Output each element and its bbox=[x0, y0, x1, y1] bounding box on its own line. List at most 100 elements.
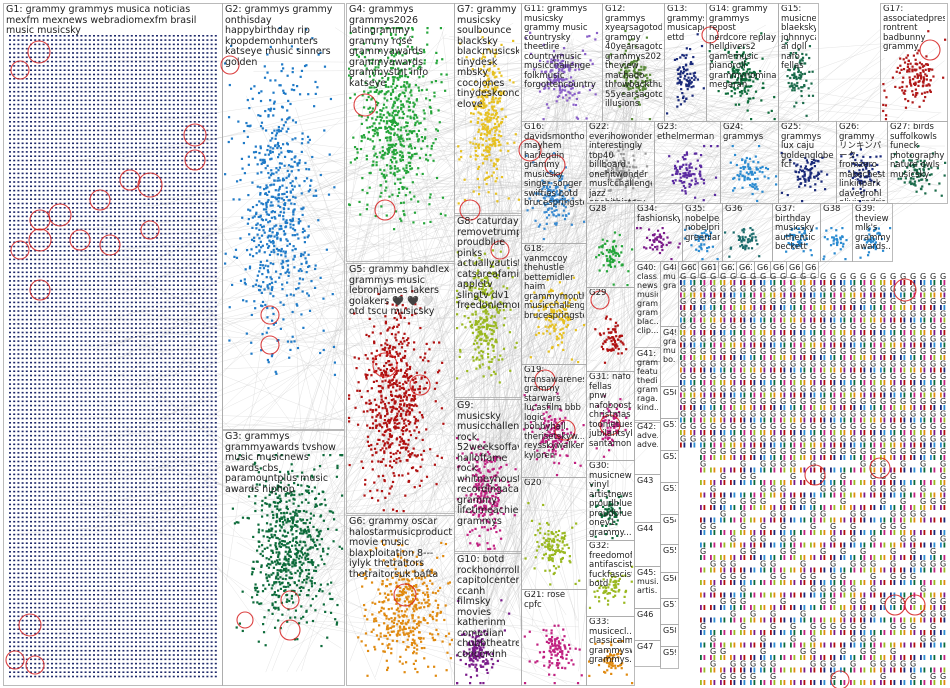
node-g1 bbox=[172, 267, 175, 269]
edge bbox=[497, 176, 669, 518]
node-g1 bbox=[88, 207, 91, 209]
node-g1 bbox=[206, 318, 209, 321]
node-g1 bbox=[172, 125, 175, 127]
node-g1 bbox=[59, 228, 62, 231]
node-g1 bbox=[147, 391, 150, 394]
node-g1 bbox=[210, 151, 213, 153]
node-g1 bbox=[55, 258, 58, 261]
node-g1 bbox=[114, 305, 116, 308]
node-g1 bbox=[168, 35, 171, 37]
node-g1 bbox=[185, 245, 188, 248]
node-g1 bbox=[185, 99, 188, 102]
node-g1 bbox=[84, 224, 87, 226]
node-g1 bbox=[198, 310, 200, 312]
edge bbox=[395, 105, 616, 161]
node-g1 bbox=[63, 353, 66, 355]
node-g1 bbox=[198, 121, 200, 123]
node-g1 bbox=[88, 129, 91, 132]
node-g1 bbox=[126, 250, 129, 252]
node-g1 bbox=[9, 207, 11, 209]
node-g1 bbox=[177, 189, 179, 192]
edge bbox=[405, 37, 806, 163]
node-g1 bbox=[177, 391, 179, 394]
node-g1 bbox=[135, 348, 137, 351]
node-g1 bbox=[25, 396, 28, 398]
node-g1 bbox=[76, 262, 79, 265]
node-g1 bbox=[189, 353, 192, 355]
edge bbox=[378, 82, 496, 294]
node-g1 bbox=[67, 151, 70, 153]
node-g1 bbox=[181, 284, 184, 286]
node-g1 bbox=[164, 327, 167, 329]
edge bbox=[498, 333, 534, 490]
node-g1 bbox=[130, 78, 133, 80]
node-g1 bbox=[122, 267, 125, 269]
node-g1 bbox=[147, 310, 150, 312]
node-g1 bbox=[76, 241, 79, 243]
node-g1 bbox=[193, 331, 196, 334]
node-g1 bbox=[38, 370, 41, 372]
node-g1 bbox=[185, 78, 188, 80]
node-g1 bbox=[101, 129, 104, 132]
node-g1 bbox=[202, 95, 205, 97]
node-g1 bbox=[109, 391, 112, 394]
node-g1 bbox=[122, 219, 125, 222]
node-g1 bbox=[214, 176, 217, 179]
node-g1 bbox=[122, 56, 125, 59]
node-g1 bbox=[30, 387, 32, 390]
node-g1 bbox=[88, 69, 91, 71]
node-g1 bbox=[139, 262, 142, 265]
node-g1 bbox=[193, 116, 196, 119]
node-g1 bbox=[51, 305, 53, 308]
node-g1 bbox=[34, 250, 37, 252]
node-g1 bbox=[72, 353, 74, 355]
node-g1 bbox=[17, 194, 20, 196]
node-g1 bbox=[101, 211, 104, 213]
node-g1 bbox=[88, 275, 91, 278]
node-g1 bbox=[147, 250, 150, 252]
node-g1 bbox=[160, 331, 163, 334]
node-g1 bbox=[42, 361, 45, 364]
edge bbox=[149, 71, 681, 208]
node-g1 bbox=[168, 108, 171, 110]
node-g1 bbox=[126, 275, 129, 278]
node-g1 bbox=[181, 336, 184, 338]
node-g1 bbox=[55, 297, 58, 299]
node-g1 bbox=[80, 241, 83, 243]
node-g1 bbox=[185, 305, 188, 308]
node-g1 bbox=[42, 391, 45, 394]
node-g1 bbox=[156, 60, 158, 63]
node-g1 bbox=[202, 189, 205, 192]
node-g1 bbox=[109, 138, 112, 140]
node-g1 bbox=[76, 215, 79, 218]
node-g1 bbox=[72, 47, 74, 50]
node-g1 bbox=[193, 228, 196, 231]
edge bbox=[281, 140, 748, 196]
node-g1 bbox=[114, 129, 116, 132]
node-g1 bbox=[9, 116, 11, 119]
edge bbox=[119, 119, 793, 394]
node-g1 bbox=[21, 232, 24, 235]
node-g1 bbox=[38, 357, 41, 360]
edge bbox=[413, 360, 493, 631]
node-g1 bbox=[139, 361, 142, 364]
node-g1 bbox=[210, 219, 213, 222]
node-g1 bbox=[80, 297, 83, 299]
node-g1 bbox=[143, 189, 146, 192]
node-g1 bbox=[51, 151, 53, 153]
node-g1 bbox=[76, 164, 79, 166]
node-g1 bbox=[151, 383, 154, 385]
edge bbox=[391, 150, 828, 592]
node-g1 bbox=[59, 275, 62, 278]
node-g1 bbox=[51, 202, 53, 205]
node-g1 bbox=[114, 215, 116, 218]
node-g1 bbox=[13, 305, 16, 308]
node-g1 bbox=[177, 78, 179, 80]
node-g1 bbox=[114, 267, 116, 269]
node-g1 bbox=[202, 43, 205, 46]
node-g1 bbox=[172, 344, 175, 347]
node-g1 bbox=[88, 219, 91, 222]
node-g1 bbox=[210, 52, 213, 54]
node-g1 bbox=[151, 99, 154, 102]
node-g1 bbox=[177, 138, 179, 140]
